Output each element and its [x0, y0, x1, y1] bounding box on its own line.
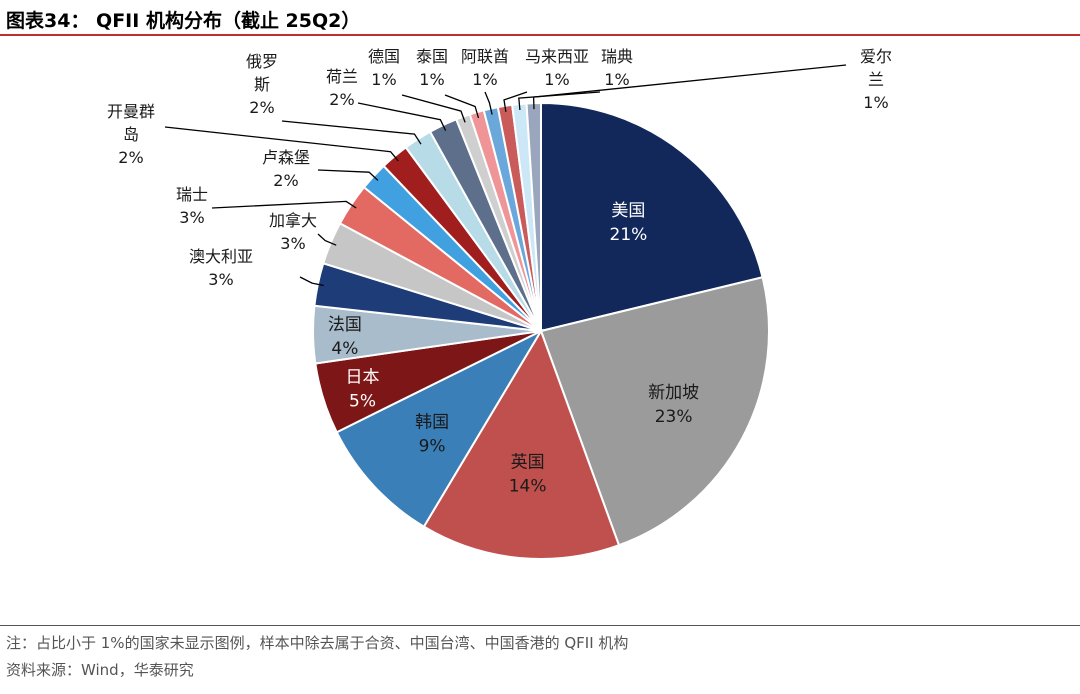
- slice-label-德国: 德国 1%: [368, 47, 400, 89]
- footer-divider: [0, 625, 1080, 626]
- title-divider: [0, 34, 1080, 36]
- slice-label-韩国: 韩国 9%: [415, 413, 449, 457]
- slice-label-泰国: 泰国 1%: [416, 47, 448, 89]
- footnote: 注：占比小于 1%的国家未显示图例，样本中除去属于合资、中国台湾、中国香港的 Q…: [6, 634, 629, 652]
- slice-labels: 美国 21% 新加坡 23% 英国 14% 韩国 9% 日本 5% 法国 4% 澳大利亚 3% 加拿大 3% 瑞…: [107, 47, 892, 497]
- leader-line-俄罗斯: [281, 120, 422, 145]
- slice-label-法国: 法国 4%: [328, 315, 362, 359]
- pie-slice-韩国: [335, 328, 544, 528]
- slice-label-荷兰: 荷兰 2%: [326, 67, 358, 109]
- chart-title: 图表34： QFII 机构分布（截止 25Q2）: [6, 10, 361, 32]
- slice-label-澳大利亚: 澳大利亚 3%: [189, 247, 253, 289]
- pie-slice-新加坡: [539, 276, 770, 547]
- source-note: 资料来源：Wind，华泰研究: [6, 661, 194, 679]
- leader-line-瑞典: [518, 91, 601, 111]
- slice-label-阿联酋: 阿联酋 1%: [461, 47, 509, 89]
- slice-label-英国: 英国 14%: [509, 453, 547, 497]
- leader-line-卢森堡: [317, 169, 379, 181]
- slice-label-卢森堡: 卢森堡 2%: [262, 148, 310, 190]
- leader-lines: [164, 64, 847, 287]
- slice-label-爱尔兰: 爱尔兰 1%: [860, 47, 892, 112]
- leader-line-马来西亚: [503, 91, 528, 112]
- slice-label-日本: 日本 5%: [346, 368, 380, 412]
- leader-line-阿联酋: [484, 91, 493, 115]
- slice-label-美国: 美国 21%: [610, 201, 648, 245]
- leader-line-荷兰: [357, 102, 447, 131]
- leader-line-瑞士: [211, 200, 357, 209]
- leader-line-加拿大: [317, 233, 337, 246]
- pie-slice-美国: [540, 101, 764, 333]
- slice-label-开曼群岛: 开曼群岛 2%: [107, 102, 155, 167]
- pie-chart: 美国 21% 新加坡 23% 英国 14% 韩国 9% 日本 5% 法国 4% 澳大利亚 3% 加拿大 3% 瑞…: [107, 47, 892, 560]
- slice-label-俄罗斯: 俄罗斯 2%: [246, 52, 278, 117]
- pie-slice-英国: [422, 328, 621, 560]
- slice-label-加拿大: 加拿大 3%: [269, 211, 317, 253]
- slice-label-瑞典: 瑞典 1%: [601, 47, 633, 89]
- slice-label-马来西亚: 马来西亚 1%: [525, 47, 589, 89]
- leader-line-泰国: [444, 94, 480, 119]
- slice-label-新加坡: 新加坡 23%: [648, 383, 699, 427]
- leader-line-开曼群岛: [164, 126, 399, 162]
- leader-line-澳大利亚: [299, 276, 324, 287]
- slice-label-瑞士: 瑞士 3%: [176, 185, 208, 227]
- leader-line-德国: [401, 94, 466, 123]
- leader-line-爱尔兰: [532, 64, 847, 110]
